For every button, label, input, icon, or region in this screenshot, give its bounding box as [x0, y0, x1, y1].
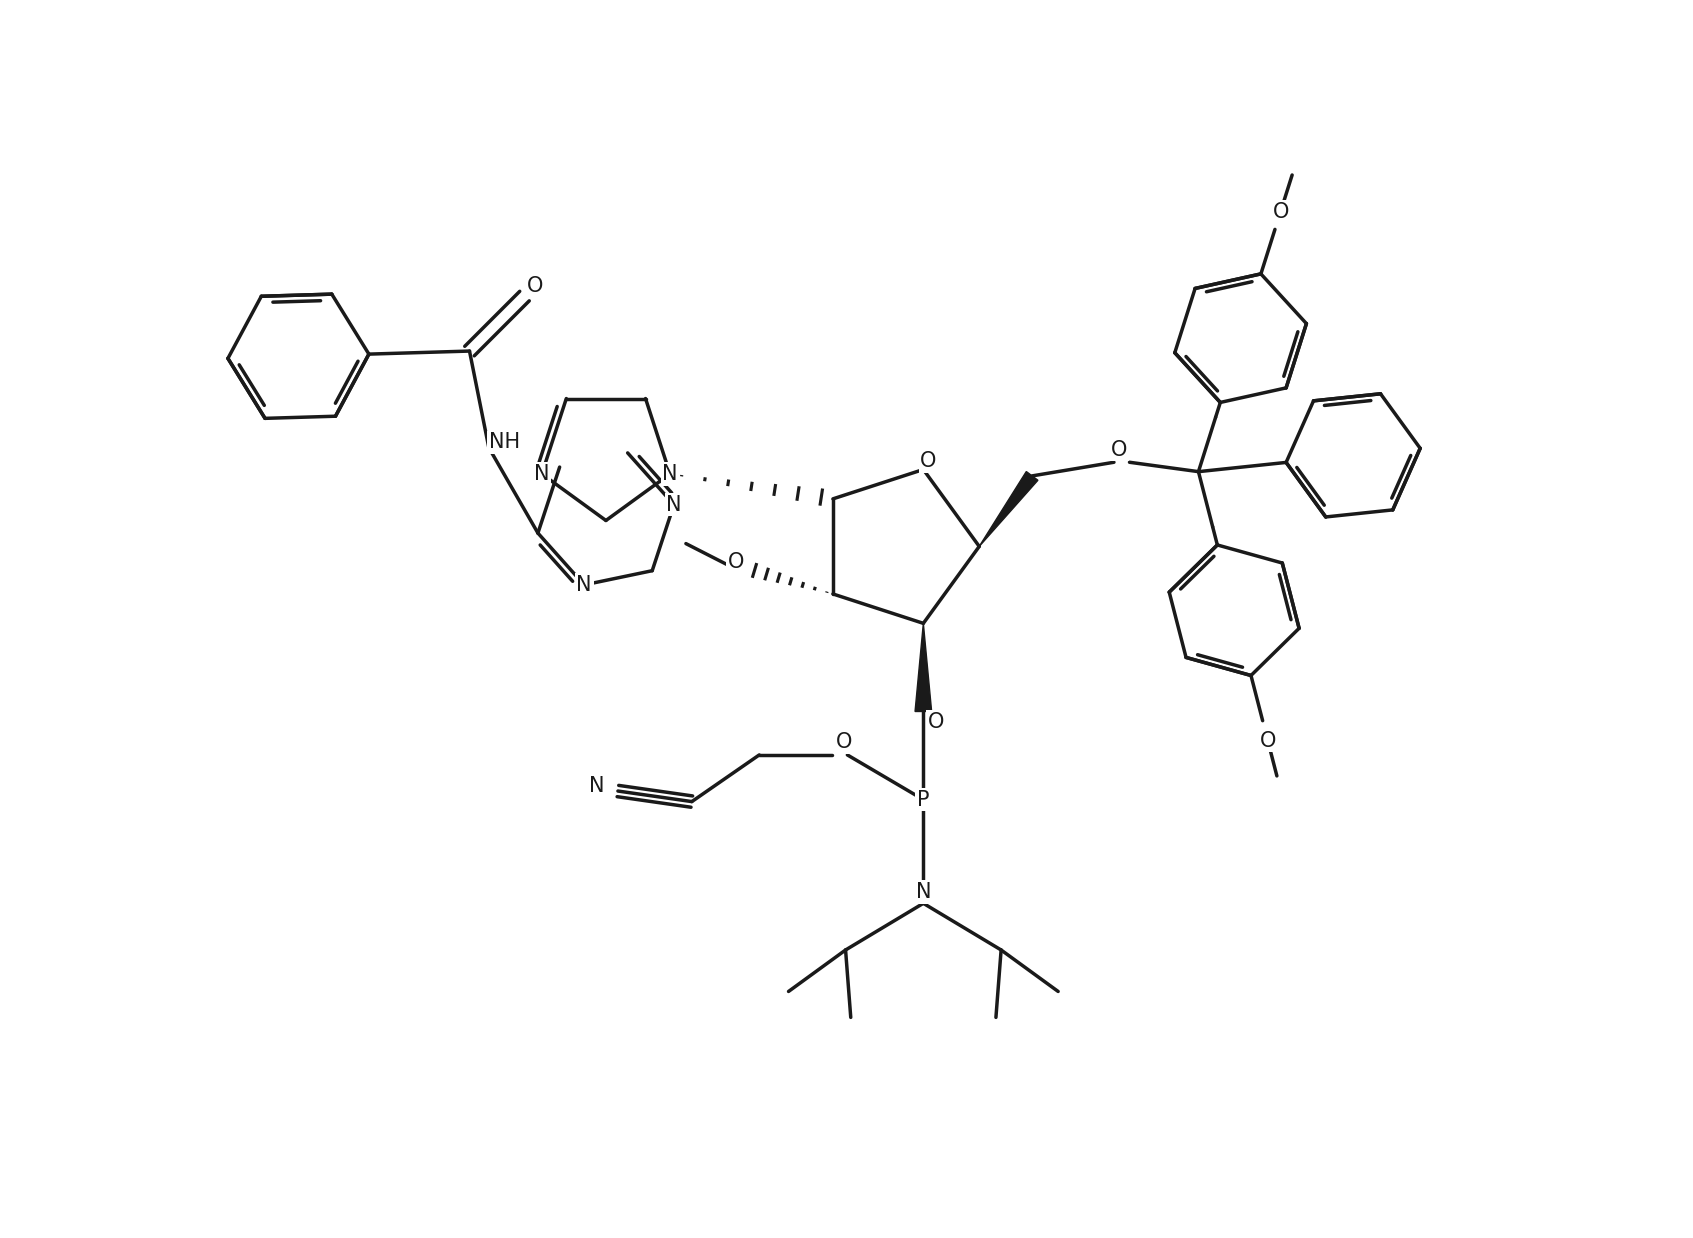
Text: O: O — [1273, 202, 1288, 222]
Text: O: O — [1111, 439, 1128, 459]
Text: N: N — [662, 464, 677, 484]
Text: N: N — [916, 881, 931, 903]
Text: O: O — [836, 733, 853, 753]
Text: O: O — [728, 552, 745, 572]
Text: N: N — [589, 776, 604, 796]
Text: N: N — [576, 574, 593, 595]
Polygon shape — [914, 624, 931, 712]
Text: O: O — [928, 712, 945, 732]
Text: N: N — [665, 495, 682, 515]
Text: NH: NH — [489, 432, 520, 452]
Text: N: N — [533, 464, 550, 484]
Text: P: P — [918, 790, 929, 810]
Text: O: O — [921, 451, 936, 472]
Text: O: O — [527, 276, 543, 296]
Text: O: O — [1260, 730, 1277, 750]
Polygon shape — [979, 472, 1038, 546]
